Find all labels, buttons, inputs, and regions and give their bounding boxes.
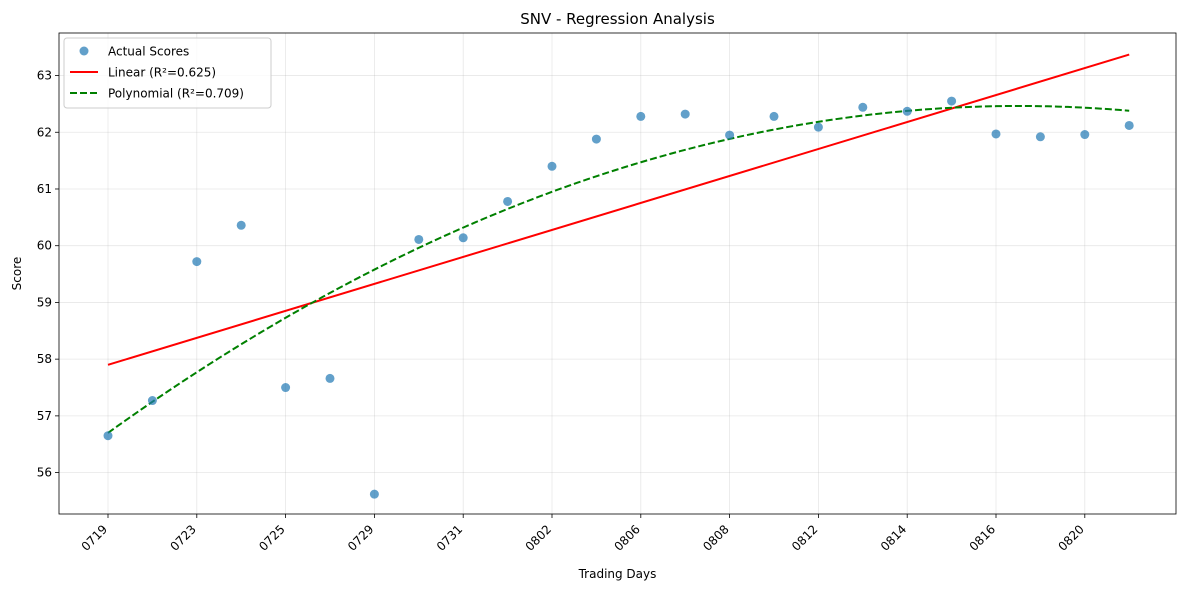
legend-label-polynomial: Polynomial (R²=0.709)	[108, 87, 244, 101]
data-point	[858, 102, 868, 112]
y-tick-label: 58	[37, 352, 52, 366]
data-point	[769, 111, 779, 121]
x-axis-title: Trading Days	[578, 567, 657, 581]
legend-marker-actual-scores	[79, 46, 89, 56]
legend-label-actual-scores: Actual Scores	[108, 45, 189, 59]
y-tick-label: 61	[37, 182, 52, 196]
data-point	[325, 373, 335, 383]
data-point	[813, 122, 823, 132]
data-point	[725, 130, 735, 140]
y-axis-title: Score	[10, 257, 24, 291]
data-points	[103, 96, 1134, 499]
data-point	[147, 396, 157, 406]
legend-box	[63, 37, 272, 109]
data-point	[947, 96, 957, 106]
y-axis-ticks: 56 57 58 59 60 61 62 63	[37, 69, 59, 480]
data-point	[680, 109, 690, 119]
data-point	[1124, 120, 1134, 130]
data-point	[636, 111, 646, 121]
data-point	[991, 129, 1001, 139]
linear-fit-line	[107, 53, 1130, 366]
legend: Actual Scores Linear (R²=0.625) Polynomi…	[63, 37, 272, 109]
data-point	[103, 431, 113, 441]
legend-label-linear: Linear (R²=0.625)	[108, 66, 216, 80]
data-point	[503, 196, 513, 206]
y-tick-label: 63	[37, 69, 52, 83]
data-point	[591, 134, 601, 144]
y-tick-label: 57	[37, 409, 52, 423]
data-point	[1035, 132, 1045, 142]
data-point	[547, 161, 557, 171]
y-tick-label: 59	[37, 295, 52, 309]
fit-lines	[107, 53, 1130, 434]
data-point	[281, 383, 291, 393]
chart-title: SNV - Regression Analysis	[520, 10, 715, 28]
plot-frame	[58, 32, 1177, 515]
polynomial-fit-curve	[107, 104, 1130, 434]
data-point	[236, 220, 246, 230]
y-tick-label: 60	[37, 239, 52, 253]
data-point	[1080, 130, 1090, 140]
data-point	[192, 257, 202, 267]
data-point	[369, 489, 379, 499]
y-tick-label: 56	[37, 466, 52, 480]
data-point	[458, 233, 468, 243]
data-point	[414, 234, 424, 244]
data-point	[902, 106, 912, 116]
grid	[59, 33, 1176, 514]
y-tick-label: 62	[37, 125, 52, 139]
